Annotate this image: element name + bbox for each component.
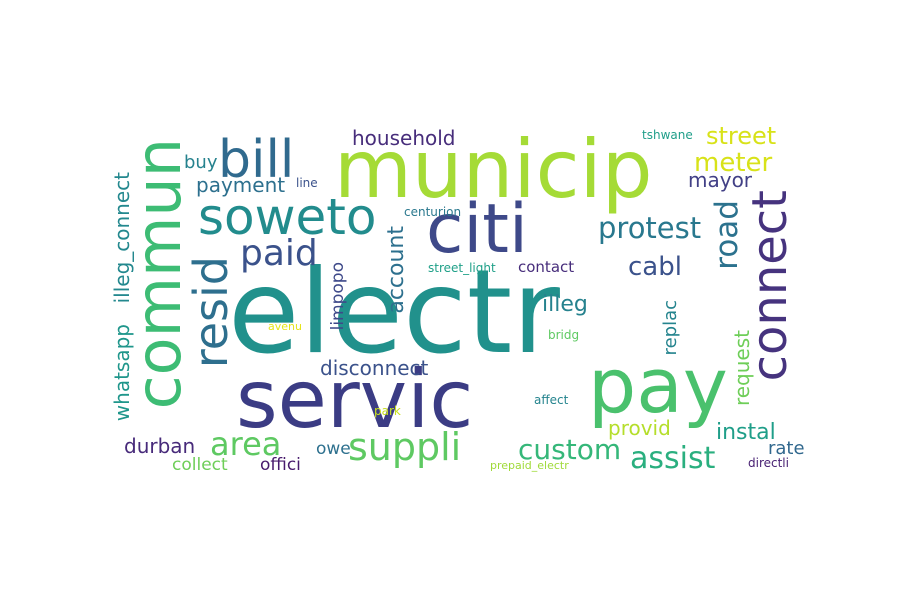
word-soweto: soweto [198, 188, 377, 246]
word-bridg: bridg [548, 328, 580, 342]
word-limpopo: limpopo [328, 262, 348, 331]
word-street: street [706, 122, 777, 150]
word-street_light: street_light [428, 261, 496, 275]
word-provid: provid [608, 416, 671, 440]
word-buy: buy [184, 152, 218, 173]
word-directli: directli [748, 456, 789, 470]
word-bill: bill [218, 130, 295, 190]
word-durban: durban [124, 434, 196, 458]
word-custom: custom [518, 433, 622, 466]
word-replac: replac [660, 300, 681, 356]
word-request: request [730, 330, 754, 407]
word-servic: servic [236, 353, 474, 446]
word-household: household [352, 126, 456, 150]
word-centurion: centurion [404, 205, 462, 219]
word-avenu: avenu [268, 320, 302, 333]
word-pay: pay [588, 341, 728, 430]
word-protest: protest [598, 211, 702, 245]
word-rate: rate [768, 438, 805, 459]
word-collect: collect [172, 455, 228, 475]
word-account: account [384, 226, 409, 314]
word-cabl: cabl [628, 252, 682, 282]
word-line: line [296, 176, 318, 190]
word-illeg_connect: illeg_connect [110, 172, 134, 304]
word-suppli: suppli [348, 425, 462, 469]
word-illeg: illeg [542, 292, 588, 317]
word-tshwane: tshwane [642, 128, 693, 142]
word-affect: affect [534, 393, 569, 407]
word-park: park [374, 404, 401, 418]
word-mayor: mayor [688, 168, 753, 192]
word-whatsapp: whatsapp [110, 324, 134, 422]
word-assist: assist [630, 441, 716, 476]
word-instal: instal [716, 420, 776, 445]
word-commun: commun [122, 138, 195, 410]
word-electr: electr [228, 245, 560, 380]
word-prepaid_electr: prepaid_electr [490, 459, 569, 472]
word-citi: citi [426, 190, 528, 269]
word-owe: owe [316, 439, 351, 459]
word-municip: municip [334, 123, 653, 216]
word-road: road [709, 200, 745, 270]
word-contact: contact [518, 258, 575, 276]
word-disconnect: disconnect [320, 356, 429, 380]
word-offici: offici [260, 455, 301, 475]
word-meter: meter [694, 148, 773, 178]
word-area: area [210, 425, 282, 463]
word-resid: resid [184, 256, 238, 369]
word-payment: payment [196, 173, 286, 197]
word-paid: paid [240, 233, 318, 274]
